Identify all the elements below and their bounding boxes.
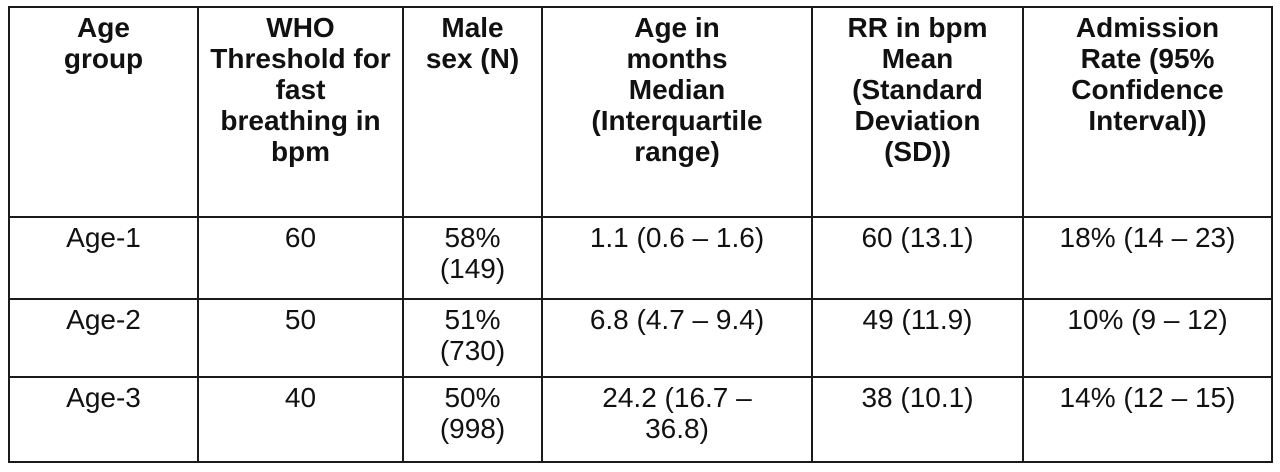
cell-text: 14% (12 – 15) xyxy=(1059,382,1236,413)
table-cell: 6.8 (4.7 – 9.4) xyxy=(541,298,813,378)
cell-text: 1.1 (0.6 – 1.6) xyxy=(589,222,765,253)
table-cell: 50% (998) xyxy=(402,376,543,463)
table-row: Age-2 50 51% (730) 6.8 (4.7 – 9.4) 49 (1… xyxy=(8,298,1273,378)
cell-text: 58% (149) xyxy=(439,222,506,284)
cell-text: 18% (14 – 23) xyxy=(1059,222,1236,253)
header-cell-who-threshold: WHO Threshold for fast breathing in bpm xyxy=(197,6,404,218)
table-cell: 60 xyxy=(197,216,404,300)
table-cell: 51% (730) xyxy=(402,298,543,378)
header-label-rr-bpm: RR in bpm Mean (Standard Deviation (SD)) xyxy=(847,12,988,167)
data-table: Age group WHO Threshold for fast breathi… xyxy=(8,6,1273,463)
table-cell: 49 (11.9) xyxy=(811,298,1024,378)
cell-text: 50 xyxy=(284,304,317,335)
table-row: Age-3 40 50% (998) 24.2 (16.7 – 36.8) 38… xyxy=(8,376,1273,463)
header-label-age-months: Age in months Median (Interquartile rang… xyxy=(591,12,763,167)
cell-text: 6.8 (4.7 – 9.4) xyxy=(589,304,765,335)
cell-text: 10% (9 – 12) xyxy=(1067,304,1228,335)
header-row: Age group WHO Threshold for fast breathi… xyxy=(8,6,1273,218)
header-cell-rr-bpm: RR in bpm Mean (Standard Deviation (SD)) xyxy=(811,6,1024,218)
header-label-male-sex: Male sex (N) xyxy=(425,12,520,74)
table-cell: Age-2 xyxy=(8,298,199,378)
cell-text: 24.2 (16.7 – 36.8) xyxy=(602,382,752,444)
table-cell: 40 xyxy=(197,376,404,463)
table-cell: 18% (14 – 23) xyxy=(1022,216,1273,300)
table-cell: Age-3 xyxy=(8,376,199,463)
header-label-age-group: Age group xyxy=(63,12,144,74)
cell-text: Age-1 xyxy=(66,222,141,253)
table-cell: 60 (13.1) xyxy=(811,216,1024,300)
table-cell: 24.2 (16.7 – 36.8) xyxy=(541,376,813,463)
header-label-admission-rate: Admission Rate (95% Confidence Interval)… xyxy=(1071,12,1224,136)
table-cell: 38 (10.1) xyxy=(811,376,1024,463)
table-cell: 50 xyxy=(197,298,404,378)
table-cell: 58% (149) xyxy=(402,216,543,300)
cell-text: 60 xyxy=(284,222,317,253)
cell-text: 49 (11.9) xyxy=(862,304,973,335)
cell-text: Age-3 xyxy=(66,382,141,413)
cell-text: 40 xyxy=(284,382,317,413)
header-cell-age-group: Age group xyxy=(8,6,199,218)
cell-text: 38 (10.1) xyxy=(861,382,974,413)
table-cell: 10% (9 – 12) xyxy=(1022,298,1273,378)
table-cell: 14% (12 – 15) xyxy=(1022,376,1273,463)
table-row: Age-1 60 58% (149) 1.1 (0.6 – 1.6) 60 (1… xyxy=(8,216,1273,300)
cell-text: 51% (730) xyxy=(439,304,506,366)
header-cell-admission-rate: Admission Rate (95% Confidence Interval)… xyxy=(1022,6,1273,218)
header-cell-age-months: Age in months Median (Interquartile rang… xyxy=(541,6,813,218)
cell-text: Age-2 xyxy=(66,304,141,335)
cell-text: 50% (998) xyxy=(439,382,506,444)
header-label-who-threshold: WHO Threshold for fast breathing in bpm xyxy=(210,12,391,167)
cell-text: 60 (13.1) xyxy=(861,222,974,253)
table-cell: Age-1 xyxy=(8,216,199,300)
table-cell: 1.1 (0.6 – 1.6) xyxy=(541,216,813,300)
header-cell-male-sex: Male sex (N) xyxy=(402,6,543,218)
